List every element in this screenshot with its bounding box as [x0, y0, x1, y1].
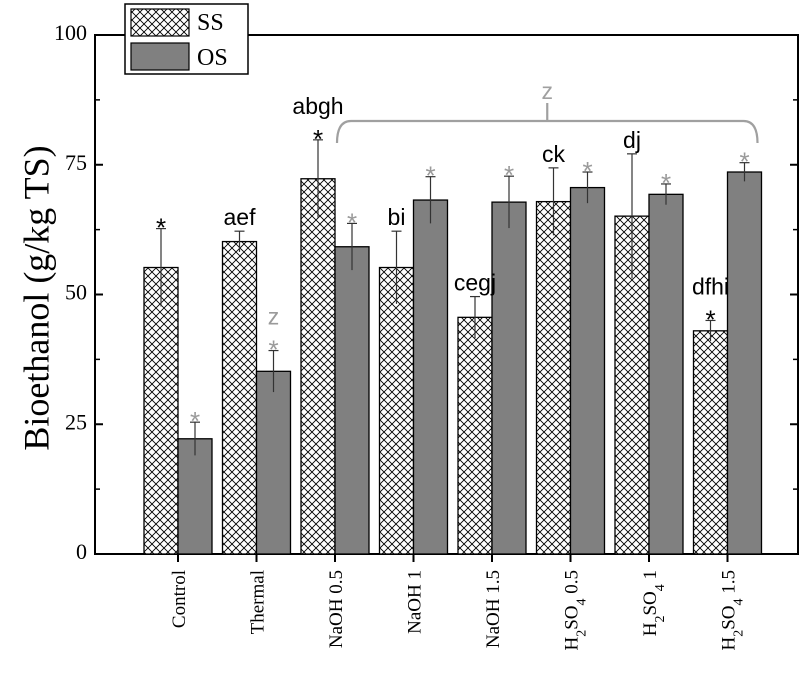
y-tick-label: 100: [54, 20, 87, 45]
group-letters: bi: [388, 204, 406, 230]
group-letters: z: [268, 304, 280, 330]
bar-os: [177, 438, 213, 555]
bracket-line: [335, 119, 759, 144]
y-tick-label: 0: [76, 539, 87, 564]
bar-os: [255, 370, 292, 555]
significance-star: *: [347, 207, 357, 237]
significance-star: *: [705, 304, 715, 334]
group-letters: aef: [224, 204, 257, 230]
y-tick-label: 50: [65, 280, 87, 305]
bar-ss: [692, 330, 729, 555]
bracket-label: z: [542, 78, 554, 104]
significance-star: *: [190, 406, 200, 436]
significance-star: *: [739, 147, 749, 177]
legend-swatch-ss: [130, 8, 190, 37]
significance-star: *: [313, 124, 323, 154]
bar-os: [412, 199, 449, 555]
x-tick-label: NaOH 0.5: [326, 570, 347, 648]
x-tick-label: Thermal: [248, 570, 269, 634]
bar-ss: [535, 200, 572, 555]
legend: SS OS: [124, 3, 249, 75]
bar-os: [648, 193, 684, 555]
group-letters: dj: [623, 127, 641, 153]
legend-label-os: OS: [197, 45, 228, 71]
group-letters: dfhi: [692, 273, 729, 299]
legend-swatch-os: [130, 42, 190, 71]
bar-ss: [221, 240, 258, 555]
bar-ss: [378, 266, 415, 555]
bar-os: [334, 246, 370, 555]
significance-star: *: [156, 213, 166, 243]
group-letters: abgh: [292, 93, 343, 119]
x-tick-label: Control: [169, 570, 190, 628]
plot-area: 0 25 50 75 100 Control Thermal NaOH 0.5 NaOH 1 Na…: [54, 20, 799, 651]
bar-os: [491, 201, 527, 555]
significance-star: *: [268, 335, 278, 365]
group-letters: cegj: [454, 270, 496, 296]
x-tick-label: H2SO4 1.5: [719, 570, 747, 651]
bar-ss: [143, 266, 179, 555]
y-tick-label: 75: [65, 150, 87, 175]
significance-star: *: [425, 161, 435, 191]
bar-ss: [457, 316, 493, 555]
x-tick-label: H2SO4 1: [640, 570, 668, 636]
x-tick-label: H2SO4 0.5: [562, 570, 590, 651]
bar-os: [726, 171, 763, 555]
y-tick-label: 25: [65, 409, 87, 434]
bar-os: [569, 186, 606, 555]
bar-ss: [300, 178, 336, 555]
significance-star: *: [504, 160, 514, 190]
legend-label-ss: SS: [197, 10, 224, 36]
y-axis-title: Bioethanol (g/kg TS): [16, 145, 56, 450]
significance-star: *: [582, 156, 592, 186]
group-letters: ck: [542, 141, 566, 167]
x-tick-label: NaOH 1: [405, 570, 426, 634]
x-tick-label: NaOH 1.5: [483, 570, 504, 648]
significance-star: *: [661, 168, 671, 198]
